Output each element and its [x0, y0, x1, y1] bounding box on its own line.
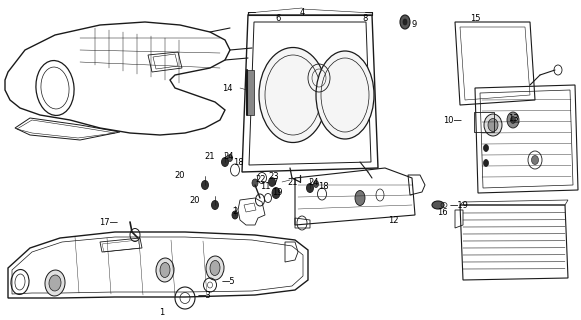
Text: 16: 16 [437, 208, 448, 217]
Text: 17—: 17— [99, 218, 118, 227]
Ellipse shape [221, 157, 228, 166]
Text: 24: 24 [308, 178, 318, 187]
Text: 23: 23 [268, 172, 279, 181]
Text: 24: 24 [223, 152, 234, 161]
Ellipse shape [45, 270, 65, 296]
Text: 12: 12 [388, 215, 399, 225]
Ellipse shape [272, 188, 280, 198]
Ellipse shape [206, 256, 224, 280]
Text: 21: 21 [288, 178, 298, 187]
Ellipse shape [483, 159, 489, 166]
Ellipse shape [316, 51, 374, 139]
Ellipse shape [211, 201, 218, 210]
Text: —19: —19 [450, 201, 469, 210]
Ellipse shape [210, 260, 220, 276]
Text: 9: 9 [412, 20, 417, 28]
Text: 6: 6 [275, 14, 281, 23]
Text: 20: 20 [189, 196, 200, 204]
Ellipse shape [228, 155, 232, 162]
Polygon shape [247, 70, 254, 115]
Text: 22: 22 [255, 175, 266, 184]
Text: 19: 19 [272, 188, 282, 197]
Ellipse shape [259, 47, 327, 142]
Ellipse shape [403, 19, 407, 25]
Ellipse shape [156, 258, 174, 282]
Ellipse shape [160, 262, 170, 277]
Text: 20: 20 [174, 171, 185, 180]
Ellipse shape [507, 112, 519, 128]
Text: —3: —3 [198, 291, 211, 300]
Text: 4: 4 [299, 8, 304, 17]
Text: 18: 18 [233, 158, 243, 167]
Ellipse shape [483, 145, 489, 151]
Ellipse shape [355, 190, 365, 205]
Text: 15: 15 [470, 14, 480, 23]
Ellipse shape [532, 156, 539, 164]
Text: 2: 2 [232, 207, 237, 216]
Ellipse shape [314, 180, 318, 188]
Text: 8: 8 [363, 14, 368, 23]
Ellipse shape [49, 275, 61, 291]
Text: 10—: 10— [443, 116, 462, 124]
Text: 18: 18 [318, 182, 329, 191]
Text: 1: 1 [159, 308, 164, 317]
Ellipse shape [432, 201, 444, 209]
Ellipse shape [202, 180, 209, 189]
Text: 11: 11 [260, 182, 271, 191]
Ellipse shape [232, 211, 238, 219]
Ellipse shape [511, 116, 515, 124]
Ellipse shape [252, 179, 258, 187]
Text: 14: 14 [223, 84, 233, 92]
Ellipse shape [488, 118, 498, 132]
Text: —5: —5 [222, 277, 236, 286]
Ellipse shape [307, 183, 314, 193]
Ellipse shape [484, 114, 502, 136]
Ellipse shape [268, 178, 275, 187]
Text: 21: 21 [205, 152, 215, 161]
Text: 7: 7 [272, 178, 278, 187]
Text: 13: 13 [508, 114, 519, 123]
Ellipse shape [400, 15, 410, 29]
